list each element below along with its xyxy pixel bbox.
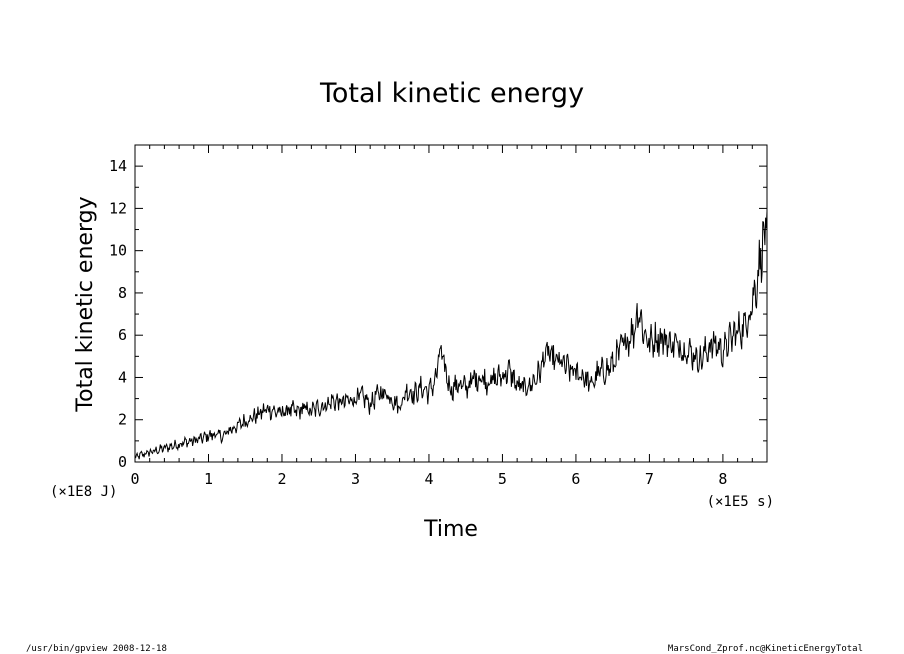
- y-axis-label: Total kinetic energy: [73, 196, 98, 412]
- series-line: [134, 211, 768, 460]
- y-tick-label: 4: [118, 368, 127, 386]
- x-tick-label: 3: [351, 470, 360, 488]
- x-tick-label: 4: [424, 470, 433, 488]
- x-tick-label: 5: [498, 470, 507, 488]
- x-tick-label: 2: [277, 470, 286, 488]
- footer-left: /usr/bin/gpview 2008-12-18: [26, 644, 167, 654]
- axis-ticks: [134, 144, 768, 463]
- plot-area: [134, 144, 768, 463]
- footer-right: MarsCond_Zprof.nc@KineticEnergyTotal: [668, 644, 863, 654]
- y-tick-labels: 0 2 4 6 8 10 12 14: [109, 157, 127, 471]
- x-axis-label: Time: [423, 517, 478, 542]
- x-tick-label: 6: [571, 470, 580, 488]
- x-tick-label: 7: [645, 470, 654, 488]
- y-tick-label: 10: [109, 242, 127, 260]
- plot-frame: [134, 144, 768, 463]
- y-tick-label: 8: [118, 284, 127, 302]
- y-tick-label: 2: [118, 411, 127, 429]
- x-tick-label: 1: [204, 470, 213, 488]
- chart-title: Total kinetic energy: [319, 78, 584, 109]
- x-unit-label: (×1E5 s): [707, 494, 774, 510]
- x-tick-labels: 0 1 2 3 4 5 6 7 8: [130, 470, 727, 488]
- x-tick-label: 0: [130, 470, 139, 488]
- y-unit-label: (×1E8 J): [50, 484, 117, 500]
- y-tick-label: 6: [118, 326, 127, 344]
- y-tick-label: 14: [109, 157, 127, 175]
- y-tick-label: 0: [118, 453, 127, 471]
- x-tick-label: 8: [718, 470, 727, 488]
- y-tick-label: 12: [109, 199, 127, 217]
